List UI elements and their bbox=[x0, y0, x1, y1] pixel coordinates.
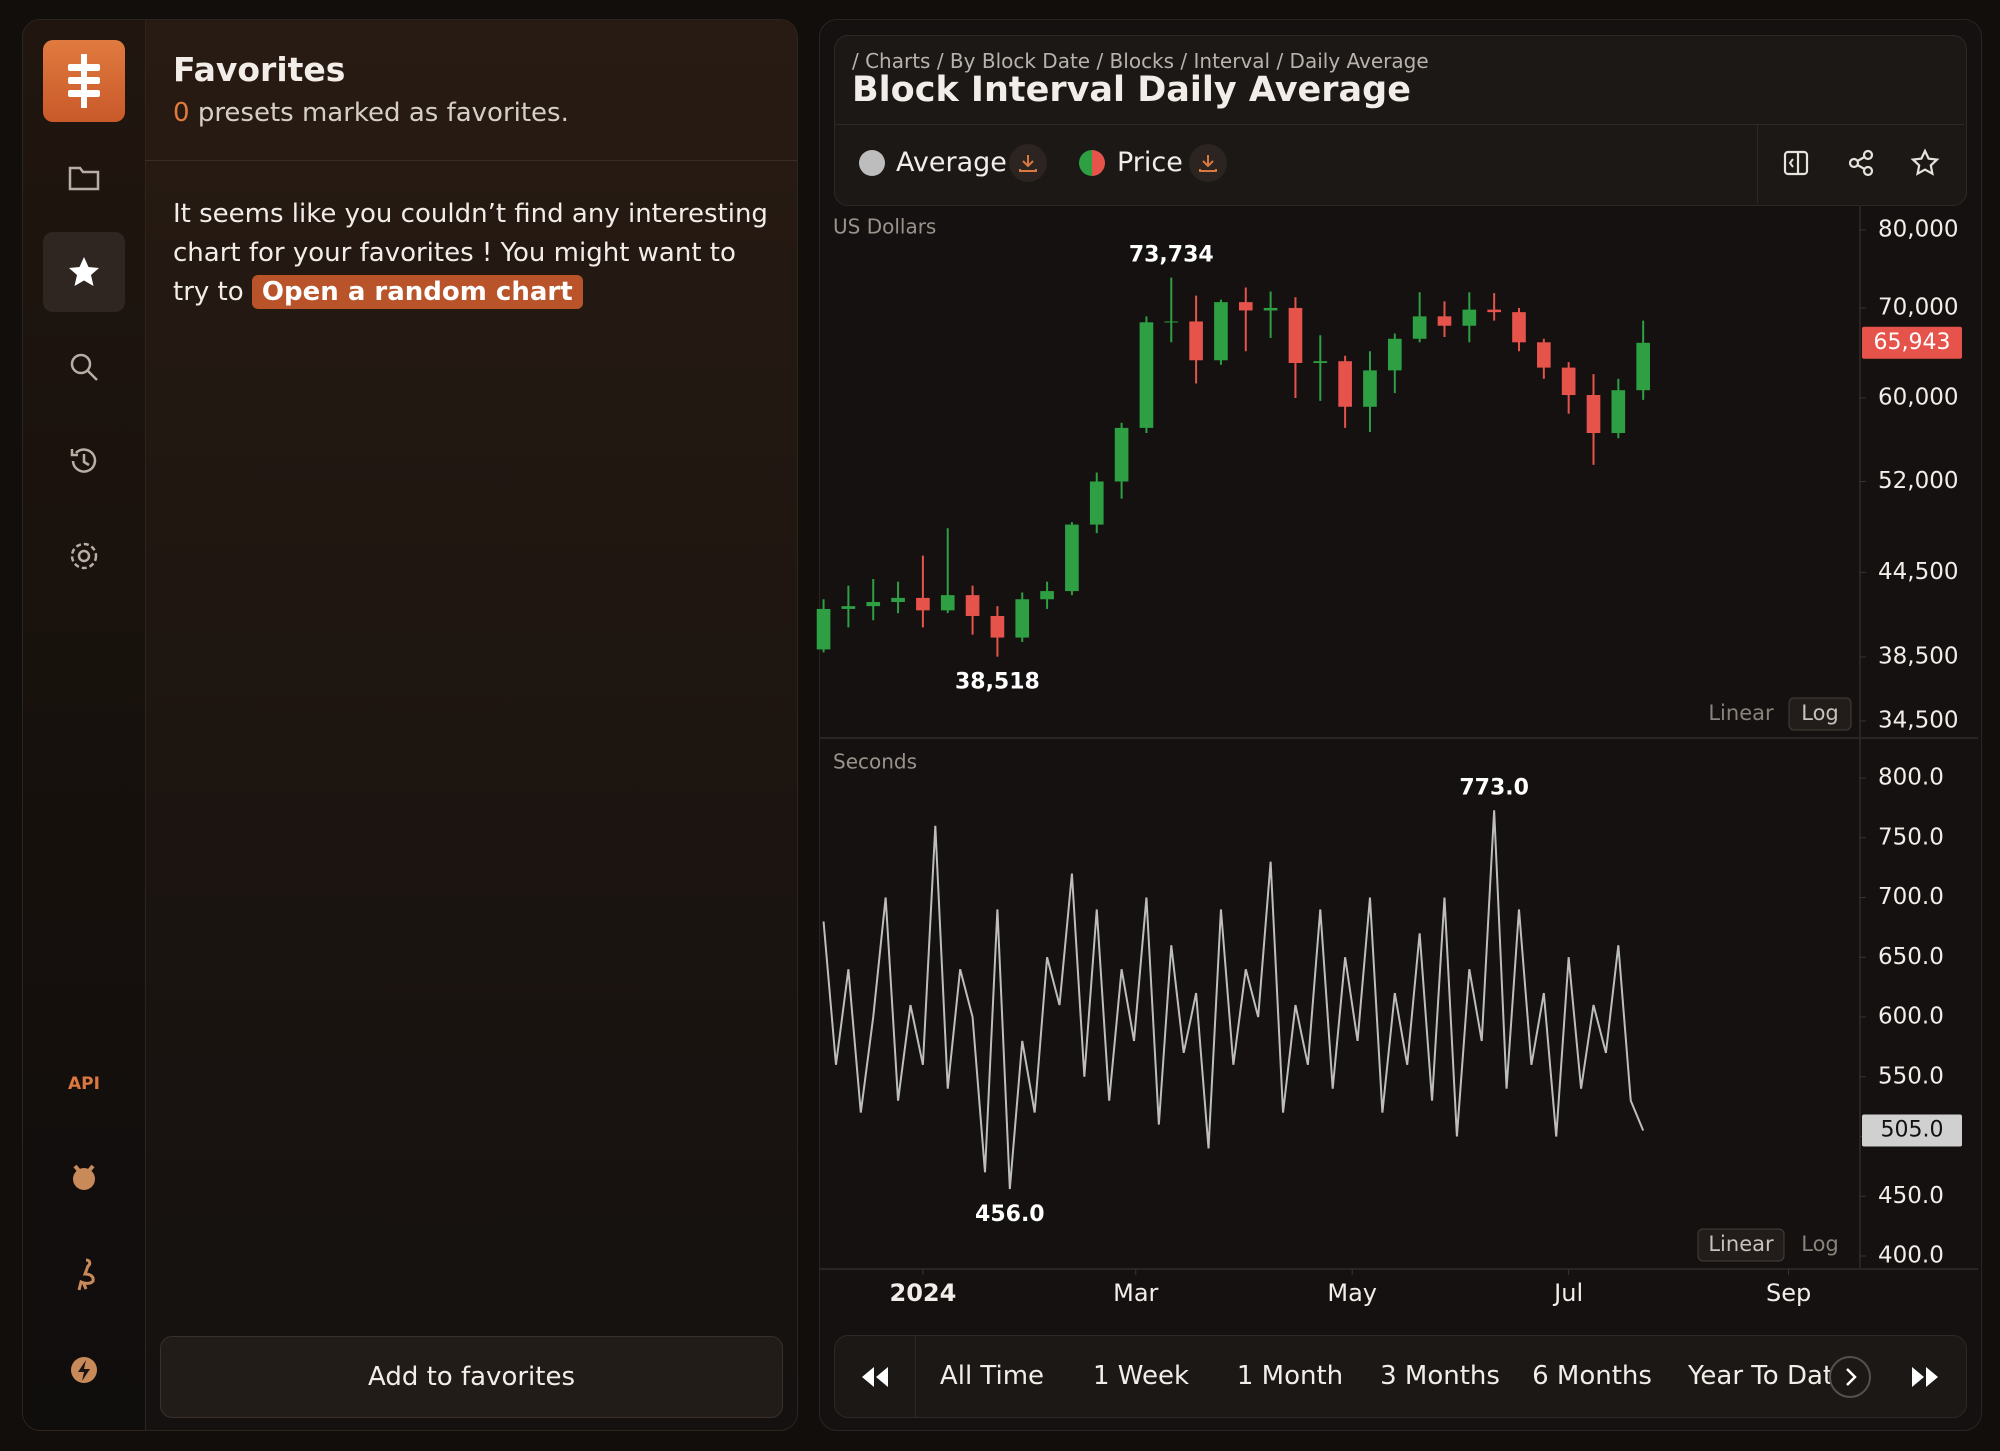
empty-message-text: It seems like you couldn’t find any inte… bbox=[173, 199, 768, 307]
lightning-icon bbox=[71, 1357, 97, 1383]
chart-panel bbox=[819, 19, 1982, 1431]
favorites-count: 0 bbox=[173, 98, 190, 128]
divider bbox=[145, 160, 797, 161]
legend-label[interactable]: Average bbox=[896, 147, 1007, 178]
chart-title: Block Interval Daily Average bbox=[852, 70, 1411, 110]
favorites-panel: API Favorites 0 presets marked as favori… bbox=[22, 19, 798, 1431]
lightning-link[interactable] bbox=[43, 1330, 125, 1410]
nostr-link[interactable] bbox=[43, 1234, 125, 1314]
download-icon bbox=[1199, 155, 1217, 172]
favorites-button[interactable] bbox=[43, 232, 125, 312]
settings-button[interactable] bbox=[43, 516, 125, 596]
download-icon bbox=[1019, 155, 1037, 172]
fast-forward-button[interactable] bbox=[1908, 1359, 1944, 1395]
breadcrumb[interactable]: / Charts / By Block Date / Blocks / Inte… bbox=[852, 49, 1429, 73]
favorites-subtitle-text: presets marked as favorites. bbox=[197, 98, 569, 128]
legend-swatch bbox=[859, 150, 885, 176]
timeframe-button[interactable]: 6 Months bbox=[1532, 1361, 1652, 1391]
github-icon bbox=[73, 1164, 95, 1190]
api-link[interactable]: API bbox=[68, 1074, 100, 1094]
ostrich-icon bbox=[77, 1258, 95, 1291]
scroll-right-button[interactable] bbox=[1828, 1355, 1872, 1399]
logo[interactable] bbox=[43, 40, 125, 122]
timeframe-button[interactable]: 3 Months bbox=[1380, 1361, 1500, 1391]
legend-label[interactable]: Price bbox=[1117, 147, 1183, 178]
empty-message: It seems like you couldn’t find any inte… bbox=[173, 195, 773, 312]
download-button[interactable] bbox=[1189, 144, 1227, 182]
star-icon bbox=[69, 257, 99, 286]
download-button[interactable] bbox=[1009, 144, 1047, 182]
divider bbox=[1757, 125, 1758, 203]
settings-icon bbox=[70, 542, 98, 570]
divider bbox=[915, 1336, 916, 1417]
search-button[interactable] bbox=[43, 327, 125, 407]
rewind-button[interactable] bbox=[856, 1359, 892, 1395]
history-button[interactable] bbox=[43, 421, 125, 501]
history-icon bbox=[70, 448, 97, 473]
add-to-favorites-button[interactable]: Add to favorites bbox=[160, 1336, 783, 1418]
favorite-button[interactable] bbox=[1910, 148, 1940, 178]
logo-icon bbox=[68, 54, 100, 108]
sidebar: API bbox=[23, 20, 146, 1430]
timeframe-button[interactable]: Year To Date bbox=[1688, 1361, 1830, 1391]
share-button[interactable] bbox=[1846, 148, 1876, 178]
timeframe-button[interactable]: All Time bbox=[939, 1361, 1045, 1391]
timeframe-scroll: Year To Date bbox=[1680, 1355, 1830, 1399]
timeframe-button[interactable]: 1 Month bbox=[1236, 1361, 1344, 1391]
legend-swatch bbox=[1079, 150, 1105, 176]
timeframe-bar bbox=[834, 1335, 1967, 1418]
github-link[interactable] bbox=[43, 1138, 125, 1218]
favorites-title: Favorites bbox=[173, 50, 346, 89]
favorites-subtitle: 0 presets marked as favorites. bbox=[173, 98, 569, 128]
folder-button[interactable] bbox=[43, 137, 125, 217]
folder-icon bbox=[68, 166, 100, 191]
timeframe-button[interactable]: 1 Week bbox=[1092, 1361, 1190, 1391]
random-chart-button[interactable]: Open a random chart bbox=[251, 275, 583, 309]
panel-toggle-button[interactable] bbox=[1781, 148, 1811, 178]
search-icon bbox=[70, 353, 98, 381]
divider bbox=[835, 124, 1964, 125]
